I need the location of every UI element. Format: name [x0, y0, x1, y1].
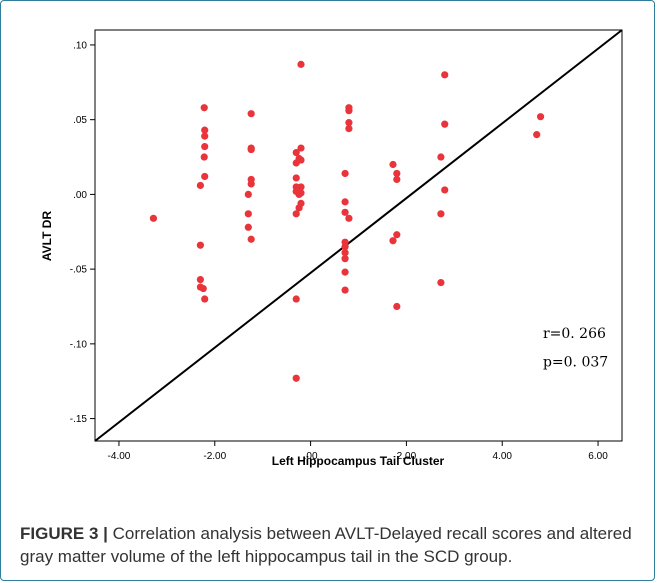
data-point: [341, 255, 349, 263]
y-tick-label: .00: [73, 190, 87, 201]
y-tick-label: -.15: [70, 414, 88, 425]
data-point: [247, 235, 255, 243]
data-point: [200, 104, 208, 112]
data-point: [295, 204, 303, 212]
data-point: [201, 172, 209, 181]
data-point: [297, 60, 305, 68]
stat-annotation: r=0. 266: [543, 326, 606, 342]
data-point: [247, 110, 255, 118]
x-tick-label: 2.00: [397, 451, 417, 462]
data-point: [441, 186, 449, 194]
data-point: [437, 278, 445, 287]
data-point: [149, 214, 158, 222]
y-tick-label: .10: [73, 40, 87, 51]
data-point: [297, 183, 305, 191]
data-point: [437, 210, 445, 218]
data-point: [341, 243, 349, 251]
y-tick-label: -.05: [70, 265, 88, 276]
data-point: [196, 275, 204, 284]
data-point: [297, 144, 305, 152]
data-point: [199, 284, 207, 293]
data-point: [201, 126, 209, 134]
data-point: [393, 231, 401, 239]
data-point: [389, 160, 397, 169]
x-tick-label: 6.00: [588, 451, 608, 462]
data-point: [345, 119, 353, 127]
data-point: [393, 175, 401, 184]
data-point: [201, 132, 209, 140]
data-point: [441, 120, 449, 128]
x-tick-label: -2.00: [203, 451, 226, 462]
data-point: [441, 71, 449, 79]
data-point: [341, 286, 349, 294]
data-point: [200, 153, 208, 161]
data-point: [536, 113, 545, 121]
data-point: [292, 174, 300, 182]
data-point: [437, 153, 445, 161]
x-tick-label: .00: [304, 451, 318, 462]
data-point: [345, 125, 353, 133]
data-point: [295, 190, 303, 198]
x-tick-label: -4.00: [108, 451, 131, 462]
data-point: [201, 295, 209, 303]
data-point: [345, 107, 353, 115]
data-point: [196, 241, 204, 249]
data-point: [244, 210, 252, 218]
annotations: r=0. 266 p=0. 037: [543, 326, 608, 370]
fit-line: [94, 29, 623, 442]
data-point: [345, 214, 353, 222]
y-axis-title: AVLT DR: [40, 211, 54, 262]
data-point: [201, 142, 209, 151]
data-point: [393, 302, 401, 311]
data-point: [292, 148, 300, 157]
data-point: [393, 169, 401, 178]
data-point: [292, 295, 300, 303]
data-point: [533, 131, 541, 139]
caption-label: FIGURE 3 |: [20, 524, 108, 543]
data-point: [341, 268, 349, 276]
data-point: [244, 190, 252, 198]
stat-annotation: p=0. 037: [543, 354, 608, 370]
data-point: [292, 374, 300, 382]
data-point: [247, 180, 255, 188]
data-point: [341, 169, 349, 178]
figure-caption: FIGURE 3 | Correlation analysis between …: [20, 522, 640, 568]
data-point: [341, 208, 349, 216]
data-point: [389, 237, 397, 245]
data-point: [292, 159, 300, 167]
data-point: [244, 223, 252, 231]
x-axis-ticks: -4.00 -2.00 .00 2.00 4.00 6.00: [108, 441, 608, 462]
y-tick-label: .05: [73, 115, 87, 126]
x-axis-title: Left Hippocampus Tail Cluster: [272, 454, 445, 468]
caption-text: Correlation analysis between AVLT-Delaye…: [20, 524, 632, 566]
scatter-chart: -4.00 -2.00 .00 2.00 4.00 6.00 .10 .05 .00 -.05 -…: [40, 29, 623, 468]
data-point: [341, 249, 349, 257]
data-point: [341, 198, 349, 206]
data-point: [247, 145, 255, 154]
data-point: [196, 181, 204, 190]
y-tick-label: -.10: [70, 339, 88, 350]
x-tick-label: 4.00: [492, 451, 512, 462]
data-points: [149, 60, 545, 382]
data-point: [292, 210, 300, 218]
y-axis-ticks: .10 .05 .00 -.05 -.10 -.15: [70, 40, 95, 425]
